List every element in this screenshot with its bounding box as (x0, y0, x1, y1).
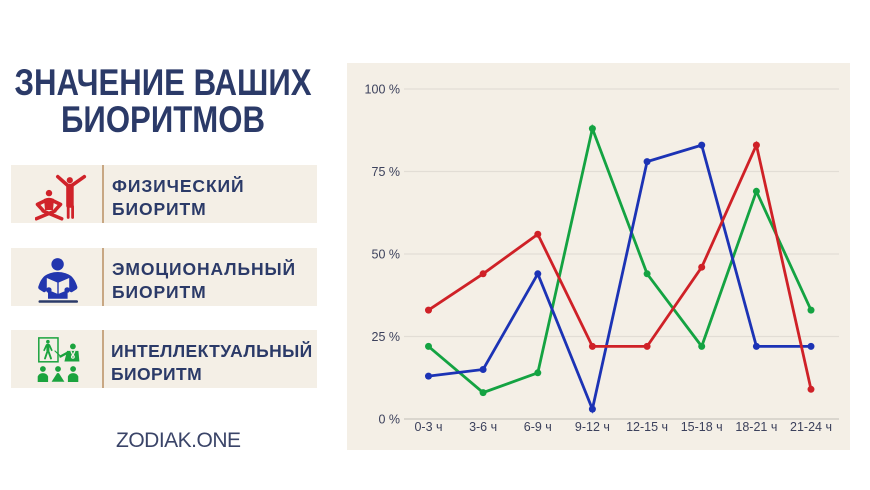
svg-text:6-9 ч: 6-9 ч (524, 420, 552, 434)
svg-text:3-6 ч: 3-6 ч (469, 420, 497, 434)
svg-text:100 %: 100 % (365, 83, 400, 97)
svg-text:75 %: 75 % (372, 165, 401, 179)
svg-text:50 %: 50 % (372, 248, 401, 262)
svg-text:21-24 ч: 21-24 ч (790, 420, 832, 434)
svg-text:0-3 ч: 0-3 ч (414, 420, 442, 434)
svg-text:9-12 ч: 9-12 ч (575, 420, 610, 434)
svg-text:0 %: 0 % (378, 413, 400, 427)
svg-text:15-18 ч: 15-18 ч (681, 420, 723, 434)
svg-text:25 %: 25 % (372, 330, 401, 344)
svg-text:18-21 ч: 18-21 ч (735, 420, 777, 434)
svg-text:12-15 ч: 12-15 ч (626, 420, 668, 434)
